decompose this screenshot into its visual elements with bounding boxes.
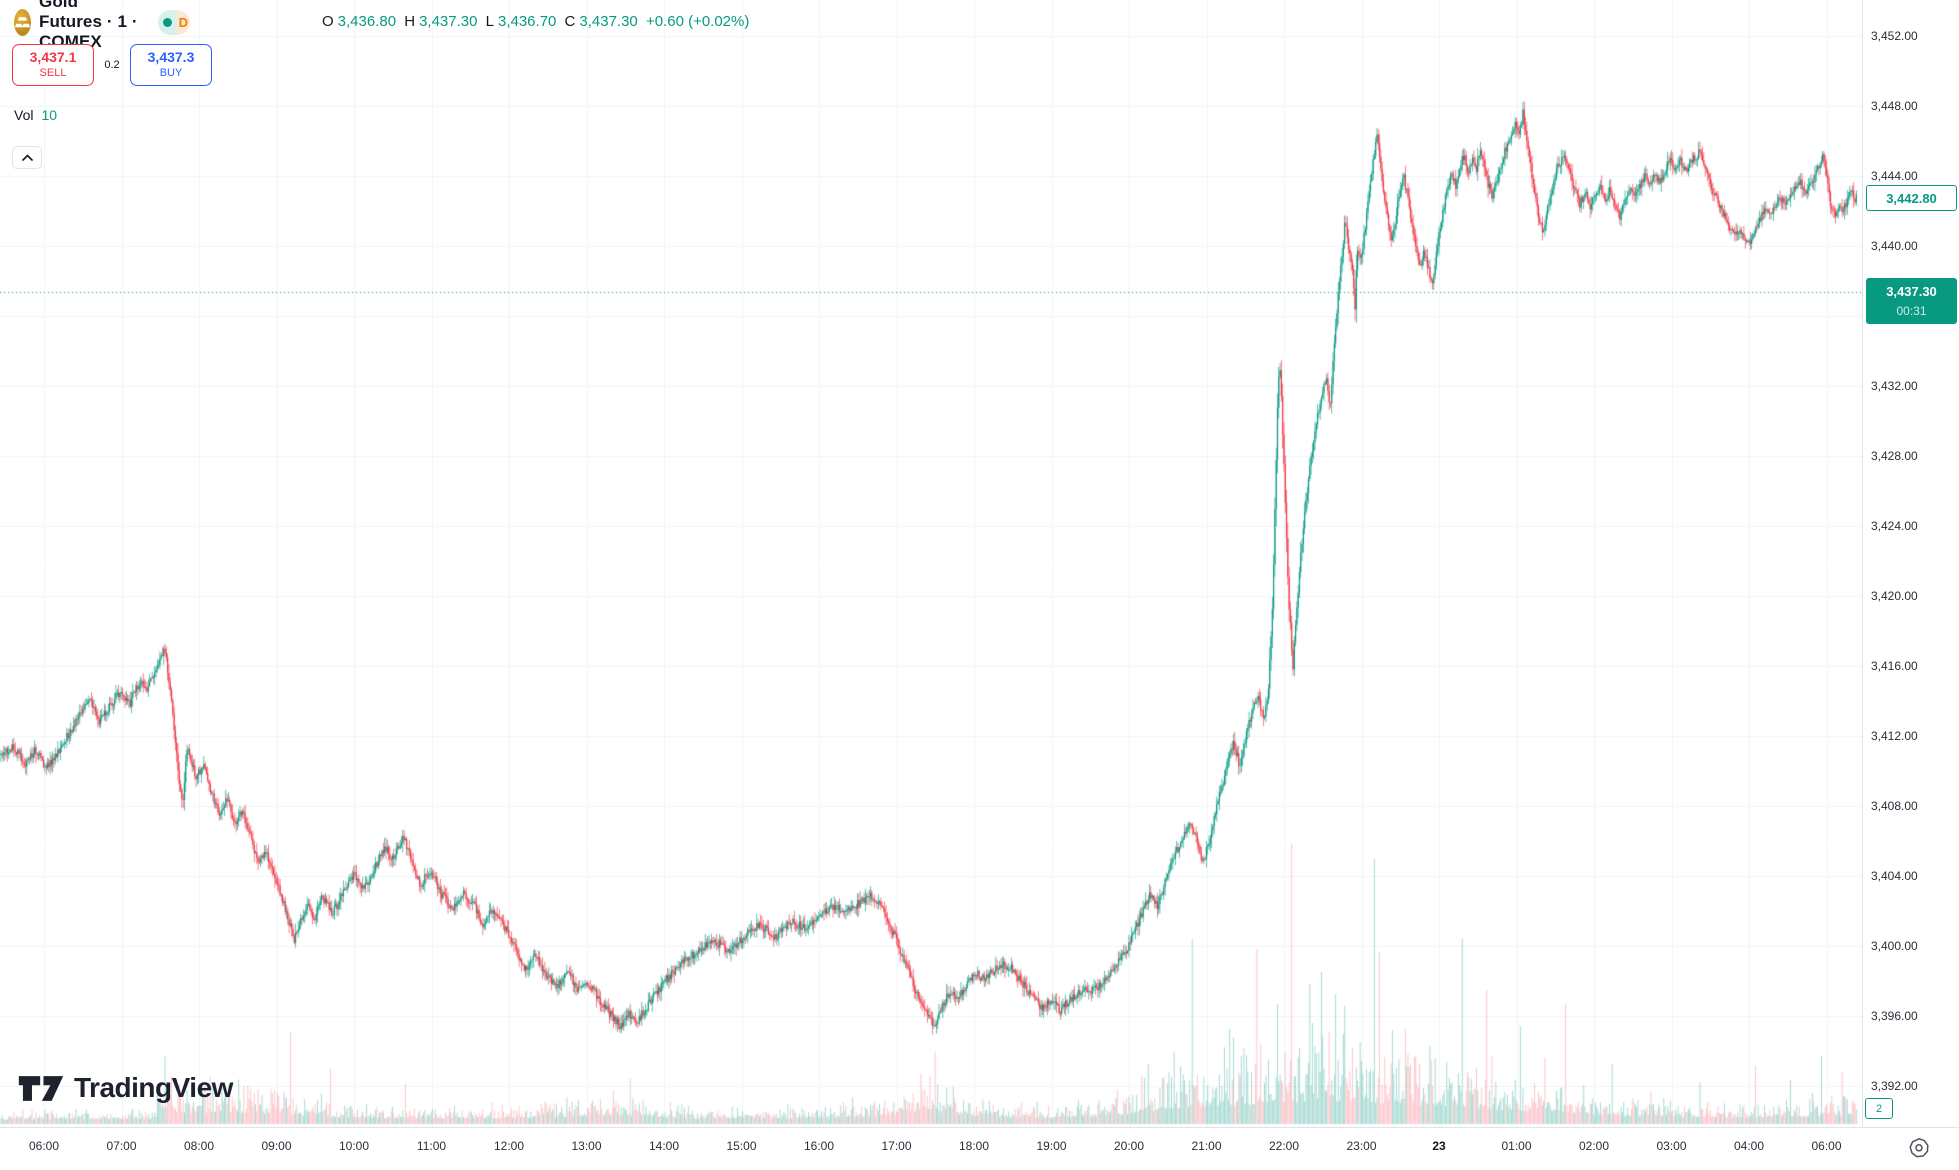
price-tick-label: 3,444.00 [1871,169,1918,183]
chevron-up-icon [21,154,33,161]
sell-price: 3,437.1 [29,49,77,66]
close-label: C [564,13,576,30]
time-tick-label: 01:00 [1501,1139,1532,1153]
time-tick-label: 06:00 [1811,1139,1842,1153]
time-axis[interactable]: 06:00 07:00 08:00 09:00 10:00 11:00 12:00 13:00… [0,1127,1959,1170]
tradingview-logo-icon [18,1075,64,1101]
time-tick-label: 17:00 [881,1139,912,1153]
time-tick-label: 13:00 [571,1139,602,1153]
sell-label: SELL [39,66,67,79]
time-tick-label: 02:00 [1578,1139,1610,1153]
time-tick-label: 10:00 [338,1139,370,1153]
time-tick-label: 12:00 [493,1139,525,1153]
price-tick-label: 3,428.00 [1871,449,1918,463]
buy-price: 3,437.3 [147,49,195,66]
trade-buttons-row: 3,437.1 SELL 0.2 3,437.3 BUY [12,44,212,86]
time-axis-settings-gear-icon[interactable] [1908,1137,1930,1159]
volume-label: Vol [14,107,34,123]
gold-symbol-icon [14,8,31,36]
price-tick-label: 3,400.00 [1871,939,1918,953]
market-status-dot [158,9,177,35]
price-tick-label: 3,440.00 [1871,239,1918,253]
tradingview-logo[interactable]: TradingView [18,1072,233,1104]
price-tick-label: 3,420.00 [1871,589,1918,603]
last-price-value: 3,437.30 [1886,283,1937,299]
price-tick-label: 3,408.00 [1871,799,1918,813]
buy-button[interactable]: 3,437.3 BUY [130,44,212,86]
high-label: H [404,13,416,30]
price-axis[interactable]: 3,437.30 00:31 3,442.80 2 3,452.00 3,448.… [1862,0,1959,1127]
price-tick-label: 3,392.00 [1871,1079,1918,1093]
time-tick-label: 21:00 [1191,1139,1222,1153]
time-tick-label: 07:00 [106,1139,137,1153]
low-value: 3,436.70 [497,13,557,30]
ohlc-row: O 3,436.80 H 3,437.30 L 3,436.70 C 3,437.30 … [322,13,753,30]
collapse-legend-button[interactable] [12,146,42,169]
volume-legend: Vol 10 [14,107,57,123]
close-value: 3,437.30 [579,13,638,30]
price-tick-label: 3,432.00 [1871,379,1918,393]
price-tick-label: 3,396.00 [1871,1009,1918,1023]
time-tick-label: 08:00 [183,1139,215,1153]
time-tick-label: 18:00 [958,1139,990,1153]
change-value: +0.60 (+0.02%) [645,13,750,30]
tradingview-wordmark: TradingView [74,1072,233,1103]
time-tick-label: 14:00 [648,1139,680,1153]
price-tick-label: 3,448.00 [1871,99,1918,113]
volume-axis-label: 2 [1865,1098,1893,1119]
interval-pill[interactable]: D [158,9,191,35]
time-tick-label: 23 [1432,1139,1446,1153]
open-label: O [322,13,334,30]
price-tick-label: 3,452.00 [1871,29,1918,43]
price-tick-label: 3,404.00 [1871,869,1918,883]
last-price-label: 3,437.30 00:31 [1866,278,1957,324]
time-tick-label: 09:00 [261,1139,292,1153]
sell-button[interactable]: 3,437.1 SELL [12,44,94,86]
price-tick-label: 3,416.00 [1871,659,1918,673]
spread-value: 0.2 [104,59,120,71]
price-tick-label: 3,412.00 [1871,729,1918,743]
low-label: L [485,13,494,30]
open-value: 3,436.80 [337,13,397,30]
time-tick-label: 11:00 [416,1139,447,1153]
price-tick-label: 3,424.00 [1871,519,1918,533]
symbol-row[interactable]: Gold Futures · 1 · COMEX D [14,0,191,51]
time-tick-label: 20:00 [1113,1139,1145,1153]
time-tick-label: 23:00 [1346,1139,1377,1153]
interval-badge[interactable]: D [176,9,191,35]
time-tick-label: 16:00 [803,1139,835,1153]
buy-label: BUY [159,66,183,79]
time-tick-label: 06:00 [28,1139,60,1153]
current-bar-price-label: 3,442.80 [1866,185,1957,211]
volume-value: 10 [41,107,58,123]
price-chart-canvas[interactable] [0,0,1862,1127]
time-tick-label: 22:00 [1268,1139,1300,1153]
bar-countdown: 00:31 [1896,303,1927,318]
time-tick-label: 19:00 [1036,1139,1067,1153]
time-tick-label: 15:00 [726,1139,757,1153]
time-tick-label: 04:00 [1733,1139,1765,1153]
high-value: 3,437.30 [419,13,478,30]
time-tick-label: 03:00 [1656,1139,1687,1153]
